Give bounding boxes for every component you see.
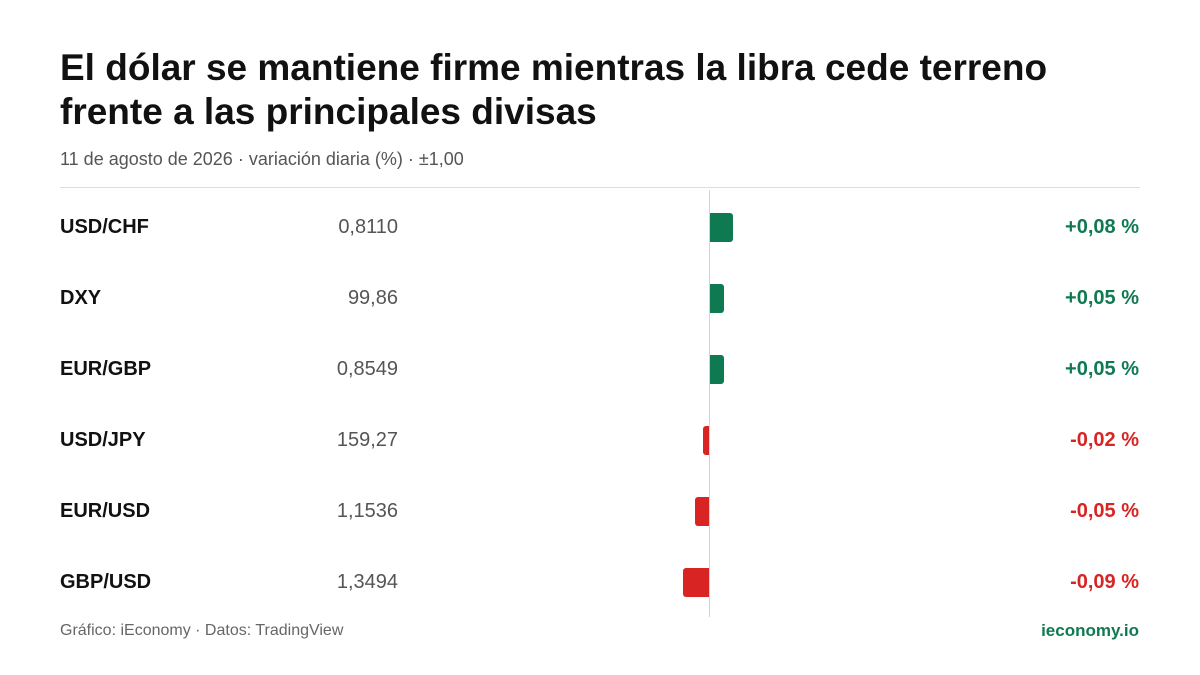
currency-pair-label: DXY	[60, 287, 102, 309]
currency-pair-label: EUR/USD	[60, 500, 151, 522]
currency-pair-label: USD/CHF	[60, 216, 149, 238]
percent-change-label: +0,05 %	[1065, 287, 1139, 309]
percent-change-label: +0,08 %	[1065, 216, 1139, 238]
bar-positive	[710, 284, 725, 313]
price-value: 159,27	[336, 429, 398, 451]
bar-negative	[694, 497, 709, 526]
price-value: 99,86	[347, 287, 398, 309]
chart-row: USD/CHF 0,8110 +0,08 %	[0, 192, 1200, 263]
header-divider	[60, 187, 1140, 188]
bar-negative	[683, 568, 709, 597]
chart-title: El dólar se mantiene firme mientras la l…	[60, 47, 1048, 132]
chart-row: EUR/GBP 0,8549 +0,05 %	[0, 334, 1200, 405]
footer-brand[interactable]: ieconomy.io	[1041, 621, 1139, 640]
currency-pair-label: GBP/USD	[60, 571, 152, 593]
percent-change-label: -0,02 %	[1070, 429, 1139, 451]
bar-positive	[710, 355, 725, 384]
chart-row: GBP/USD 1,3494 -0,09 %	[0, 547, 1200, 618]
chart-row: DXY 99,86 +0,05 %	[0, 263, 1200, 334]
chart-row: EUR/USD 1,1536 -0,05 %	[0, 476, 1200, 547]
price-value: 1,3494	[336, 571, 398, 593]
zero-axis-line	[709, 190, 710, 617]
price-value: 0,8110	[338, 216, 398, 238]
footer-source: Gráfico: iEconomy · Datos: TradingView	[60, 622, 344, 639]
chart-row: USD/JPY 159,27 -0,02 %	[0, 405, 1200, 476]
currency-pair-label: USD/JPY	[60, 429, 146, 451]
price-value: 1,1536	[336, 500, 398, 522]
percent-change-label: -0,05 %	[1070, 500, 1139, 522]
bar-positive	[710, 213, 733, 242]
bar-negative	[703, 426, 709, 455]
percent-change-label: +0,05 %	[1065, 358, 1139, 380]
chart-subtitle: 11 de agosto de 2026 · variación diaria …	[60, 149, 464, 169]
currency-pair-label: EUR/GBP	[60, 358, 152, 380]
percent-change-label: -0,09 %	[1070, 571, 1139, 593]
price-value: 0,8549	[336, 358, 398, 380]
